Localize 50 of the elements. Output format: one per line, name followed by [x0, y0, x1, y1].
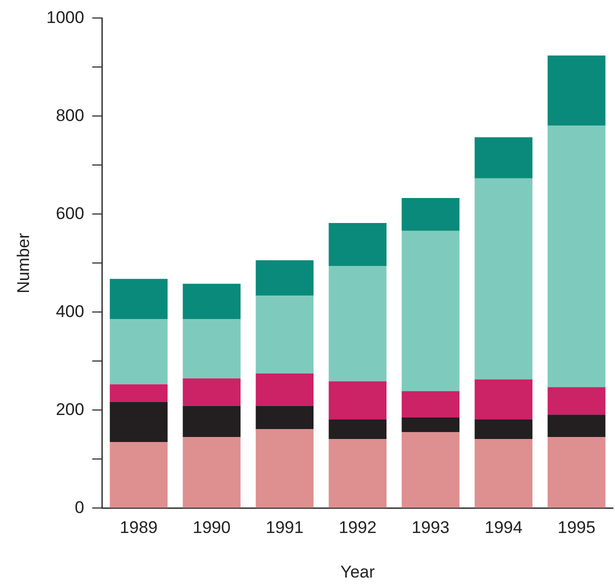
y-tick-label: 800 — [56, 106, 84, 125]
bar — [548, 126, 606, 388]
bar — [328, 420, 387, 440]
bar — [402, 198, 460, 231]
bar — [402, 418, 460, 432]
bar — [110, 278, 168, 320]
bar — [110, 442, 168, 508]
y-tick-label: 0 — [74, 498, 84, 517]
bar — [402, 391, 460, 418]
bar — [548, 437, 606, 508]
bar — [182, 284, 241, 320]
bar — [182, 378, 241, 406]
bar — [256, 406, 314, 430]
x-tick-label: 1993 — [412, 518, 450, 538]
y-axis-title: Number — [14, 232, 33, 294]
bar — [474, 137, 532, 178]
bar — [182, 319, 241, 378]
bar — [548, 55, 606, 126]
x-tick-label: 1994 — [484, 518, 522, 538]
bar — [402, 230, 460, 392]
bar — [110, 384, 168, 402]
y-tick-label: 600 — [56, 204, 84, 223]
y-tick-label: 200 — [56, 400, 84, 419]
x-tick-label: 1995 — [558, 518, 596, 538]
bar — [256, 260, 314, 296]
bar — [182, 437, 241, 508]
bar — [256, 429, 314, 508]
bar — [402, 432, 460, 508]
y-tick-label: 1000 — [46, 8, 84, 27]
bar — [474, 439, 532, 508]
bar — [328, 439, 387, 508]
x-tick-label: 1992 — [338, 518, 377, 538]
bar — [328, 266, 387, 382]
bar — [474, 420, 532, 440]
bar — [328, 223, 387, 266]
x-tick-label: 1990 — [192, 518, 231, 538]
bar — [110, 402, 168, 442]
bar — [182, 406, 241, 438]
bar — [256, 296, 314, 374]
bar — [474, 178, 532, 380]
bar — [256, 373, 314, 406]
bar — [548, 414, 606, 438]
bar — [110, 319, 168, 384]
x-tick-label: 1991 — [266, 518, 304, 538]
bar — [548, 387, 606, 415]
y-tick-label: 400 — [56, 302, 84, 321]
bar — [328, 381, 387, 420]
x-tick-label: 1989 — [120, 518, 158, 538]
x-axis-title: Year — [340, 562, 376, 582]
bar — [474, 379, 532, 420]
